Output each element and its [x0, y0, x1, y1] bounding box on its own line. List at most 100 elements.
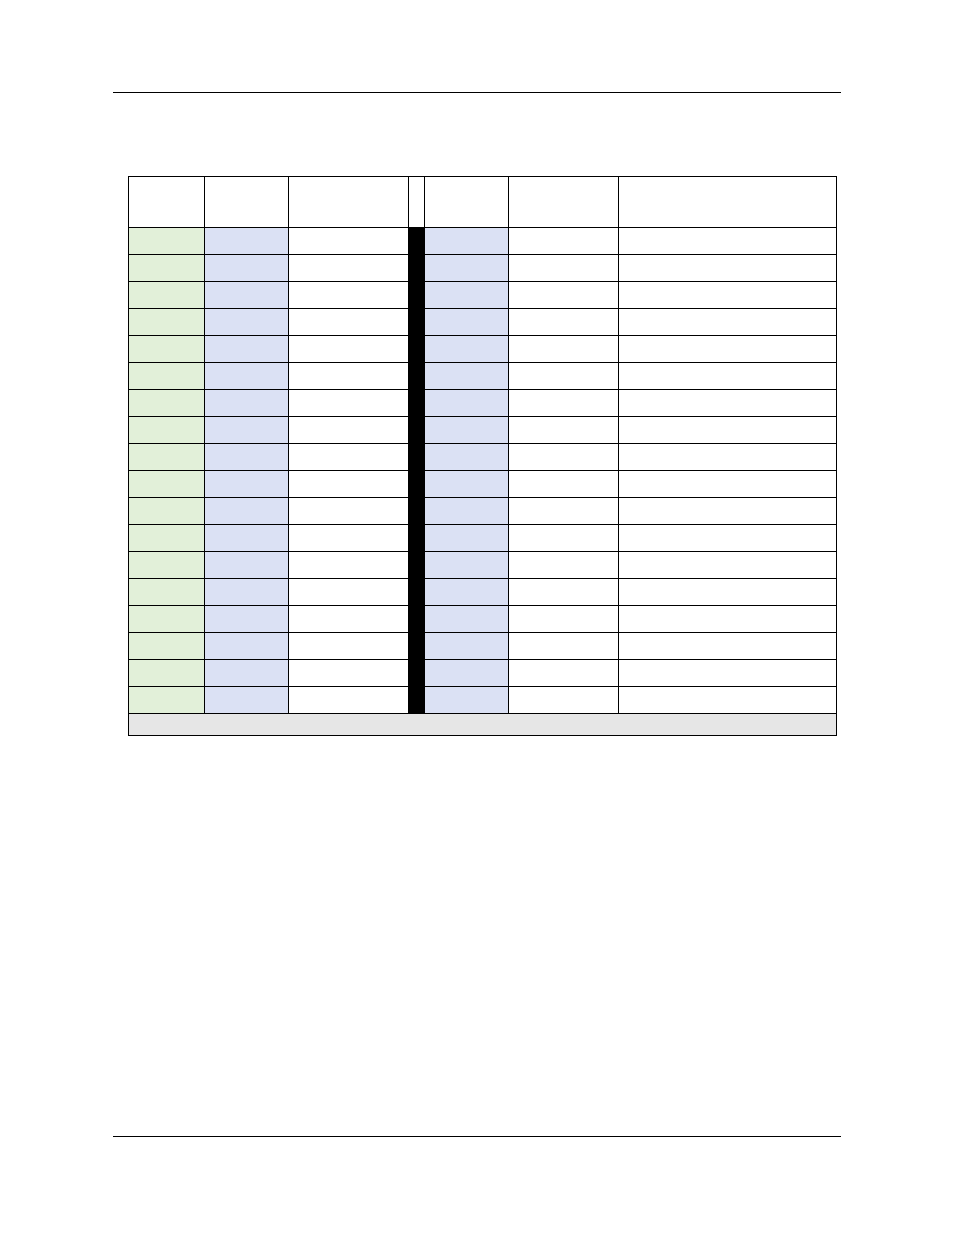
cell-e — [509, 282, 619, 309]
cell-b — [205, 228, 289, 255]
cell-gap — [409, 687, 425, 714]
cell-gap — [409, 417, 425, 444]
cell-gap — [409, 363, 425, 390]
cell-a — [129, 579, 205, 606]
cell-d — [425, 444, 509, 471]
cell-f — [619, 471, 837, 498]
cell-f — [619, 363, 837, 390]
cell-d — [425, 228, 509, 255]
cell-b — [205, 363, 289, 390]
table-body — [129, 228, 837, 714]
cell-f — [619, 606, 837, 633]
col-header-b — [205, 177, 289, 228]
cell-d — [425, 390, 509, 417]
cell-c — [289, 363, 409, 390]
cell-f — [619, 282, 837, 309]
cell-d — [425, 363, 509, 390]
cell-f — [619, 633, 837, 660]
cell-b — [205, 417, 289, 444]
cell-b — [205, 498, 289, 525]
table-row — [129, 309, 837, 336]
cell-f — [619, 336, 837, 363]
table-row — [129, 525, 837, 552]
cell-gap — [409, 228, 425, 255]
cell-a — [129, 282, 205, 309]
cell-e — [509, 579, 619, 606]
cell-d — [425, 336, 509, 363]
cell-b — [205, 336, 289, 363]
cell-c — [289, 471, 409, 498]
cell-e — [509, 498, 619, 525]
cell-f — [619, 444, 837, 471]
cell-d — [425, 579, 509, 606]
cell-d — [425, 633, 509, 660]
cell-c — [289, 390, 409, 417]
cell-b — [205, 687, 289, 714]
cell-b — [205, 255, 289, 282]
cell-gap — [409, 471, 425, 498]
cell-e — [509, 444, 619, 471]
col-header-f — [619, 177, 837, 228]
page — [0, 0, 954, 1235]
cell-f — [619, 390, 837, 417]
cell-c — [289, 498, 409, 525]
cell-b — [205, 471, 289, 498]
table-header-row — [129, 177, 837, 228]
cell-d — [425, 606, 509, 633]
table-row — [129, 255, 837, 282]
cell-a — [129, 687, 205, 714]
cell-c — [289, 552, 409, 579]
footer-cell — [129, 714, 837, 736]
table-row — [129, 633, 837, 660]
cell-gap — [409, 444, 425, 471]
cell-d — [425, 498, 509, 525]
cell-e — [509, 309, 619, 336]
cell-d — [425, 255, 509, 282]
cell-gap — [409, 309, 425, 336]
cell-b — [205, 309, 289, 336]
cell-d — [425, 552, 509, 579]
cell-b — [205, 660, 289, 687]
table-row — [129, 579, 837, 606]
table-row — [129, 417, 837, 444]
cell-a — [129, 660, 205, 687]
cell-a — [129, 525, 205, 552]
cell-d — [425, 687, 509, 714]
footer-rule — [113, 1136, 841, 1137]
cell-c — [289, 687, 409, 714]
cell-gap — [409, 525, 425, 552]
cell-f — [619, 579, 837, 606]
cell-gap — [409, 390, 425, 417]
cell-f — [619, 498, 837, 525]
col-header-e — [509, 177, 619, 228]
cell-d — [425, 417, 509, 444]
cell-b — [205, 444, 289, 471]
cell-c — [289, 633, 409, 660]
cell-gap — [409, 606, 425, 633]
table-row — [129, 444, 837, 471]
cell-c — [289, 525, 409, 552]
cell-gap — [409, 660, 425, 687]
cell-d — [425, 282, 509, 309]
cell-a — [129, 363, 205, 390]
cell-b — [205, 579, 289, 606]
table-row — [129, 606, 837, 633]
table-row — [129, 471, 837, 498]
table-row — [129, 390, 837, 417]
cell-c — [289, 255, 409, 282]
cell-d — [425, 471, 509, 498]
cell-a — [129, 633, 205, 660]
cell-a — [129, 228, 205, 255]
cell-f — [619, 417, 837, 444]
cell-c — [289, 444, 409, 471]
cell-c — [289, 606, 409, 633]
cell-e — [509, 228, 619, 255]
cell-c — [289, 309, 409, 336]
header-rule — [113, 92, 841, 93]
cell-e — [509, 687, 619, 714]
col-header-c — [289, 177, 409, 228]
table-row — [129, 687, 837, 714]
table-row — [129, 498, 837, 525]
cell-f — [619, 687, 837, 714]
cell-d — [425, 525, 509, 552]
